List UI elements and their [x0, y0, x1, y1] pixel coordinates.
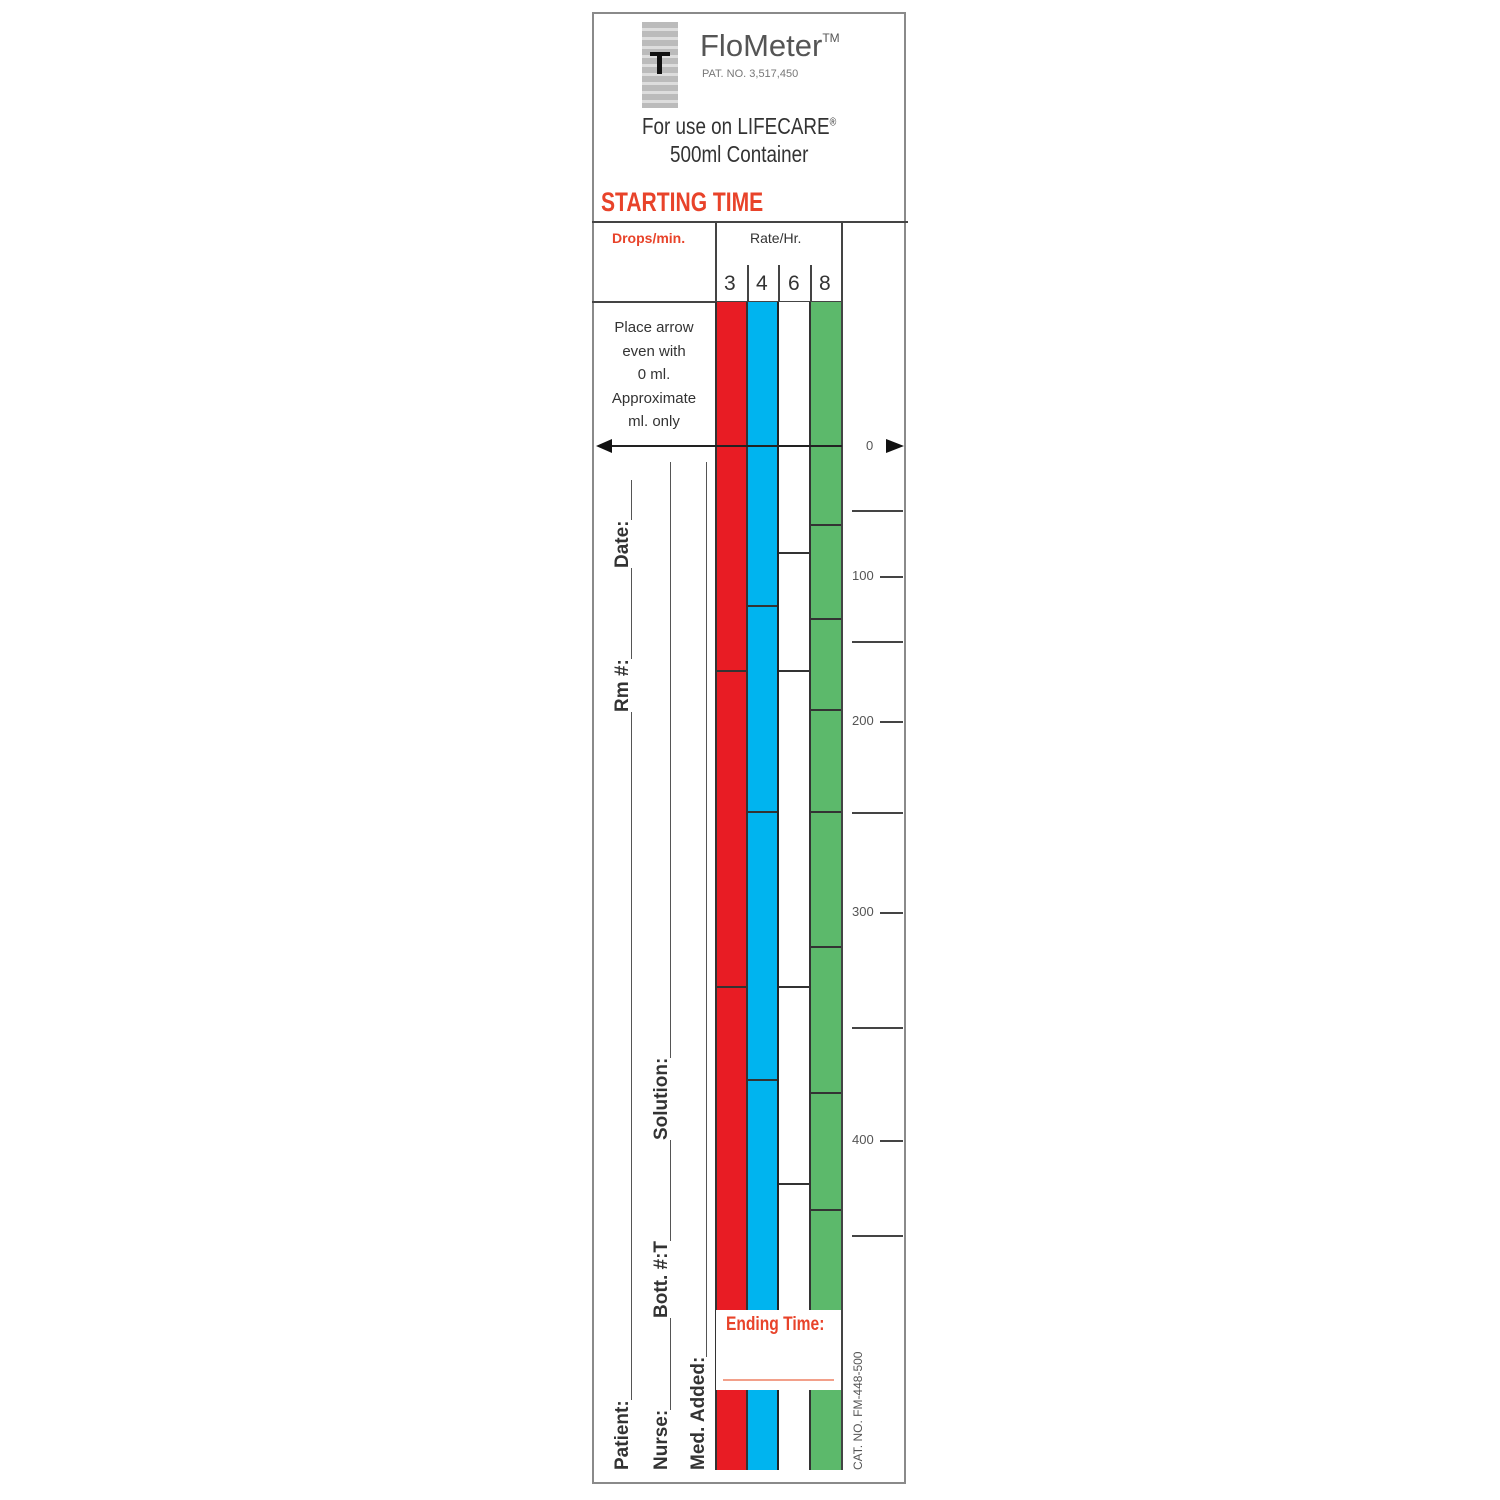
bott-label: Bott. #:T	[651, 1240, 673, 1318]
catalog-number: CAT. NO. FM-448-500	[851, 1351, 865, 1470]
med-added-line[interactable]	[706, 462, 707, 1362]
scale-label: 0	[866, 438, 874, 453]
interval-mark	[779, 1183, 810, 1185]
right-arrow-icon	[886, 439, 904, 453]
rate-divider	[747, 265, 749, 302]
column-divider	[777, 302, 779, 1470]
column-divider	[715, 302, 717, 1470]
scale-label: 100	[852, 568, 874, 583]
rate-box-left	[715, 222, 717, 302]
patient-line[interactable]	[631, 480, 632, 1470]
interval-mark	[779, 670, 810, 672]
scale-label: 300	[852, 904, 874, 919]
interval-mark	[811, 524, 841, 526]
rate-8: 8	[819, 272, 831, 295]
scale-tick	[852, 812, 903, 814]
interval-mark	[811, 811, 841, 813]
scale-tick	[852, 510, 903, 512]
rate-6: 6	[788, 272, 800, 295]
use-line-2: 500ml Container	[670, 141, 809, 167]
rate-4-column	[748, 302, 778, 1470]
interval-mark	[779, 552, 810, 554]
rm-label: Rm #:	[612, 659, 634, 712]
ending-time-line	[723, 1379, 834, 1381]
trademark: TM	[822, 31, 840, 45]
interval-mark	[748, 605, 778, 607]
rate-per-hr-label: Rate/Hr.	[750, 230, 802, 246]
rate-divider	[778, 265, 780, 302]
rate-6-column	[779, 302, 810, 1470]
patient-label: Patient:	[612, 1400, 634, 1470]
rate-3: 3	[724, 272, 736, 295]
zero-line	[604, 445, 842, 447]
interval-mark	[748, 811, 778, 813]
header-divider	[592, 221, 908, 223]
interval-mark	[716, 670, 747, 672]
scale-tick	[852, 1027, 903, 1029]
rate-box-right	[841, 222, 843, 1470]
scale-tick	[852, 641, 903, 643]
solution-label: Solution:	[651, 1057, 673, 1140]
nurse-line[interactable]	[670, 462, 671, 1470]
starting-time-label: STARTING TIME	[601, 187, 764, 217]
rate-8-column	[811, 302, 841, 1470]
scale-tick	[852, 1235, 903, 1237]
ending-time-box[interactable]: Ending Time:	[716, 1310, 841, 1390]
ending-time-label: Ending Time:	[726, 1314, 825, 1335]
interval-mark	[811, 1209, 841, 1211]
rate-3-column	[716, 302, 747, 1470]
interval-mark	[779, 986, 810, 988]
brand-name: FloMeterTM	[700, 28, 840, 63]
scale-tick	[880, 912, 903, 914]
interval-mark	[811, 709, 841, 711]
interval-mark	[748, 1079, 778, 1081]
flometer-label	[592, 12, 906, 1484]
left-arrow-icon	[596, 439, 612, 453]
interval-mark	[811, 618, 841, 620]
scale-label: 200	[852, 713, 874, 728]
scale-tick	[880, 721, 903, 723]
column-divider	[746, 302, 748, 1470]
flometer-logo	[642, 22, 678, 108]
med-added-label: Med. Added:	[688, 1356, 710, 1470]
column-divider	[809, 302, 811, 1470]
use-line-1: For use on LIFECARE®	[642, 113, 837, 139]
interval-mark	[811, 946, 841, 948]
nurse-label: Nurse:	[651, 1409, 673, 1470]
scale-tick	[880, 576, 903, 578]
date-label: Date:	[612, 520, 634, 568]
rate-4: 4	[756, 272, 768, 295]
interval-mark	[811, 1092, 841, 1094]
scale-tick	[880, 1140, 903, 1142]
patent-number: PAT. NO. 3,517,450	[702, 68, 799, 80]
interval-mark	[716, 986, 747, 988]
drops-per-min-label: Drops/min.	[612, 230, 686, 246]
scale-label: 400	[852, 1132, 874, 1147]
instructions: Place arrow even with 0 ml. Approximate …	[611, 319, 697, 430]
rate-divider	[810, 265, 812, 302]
